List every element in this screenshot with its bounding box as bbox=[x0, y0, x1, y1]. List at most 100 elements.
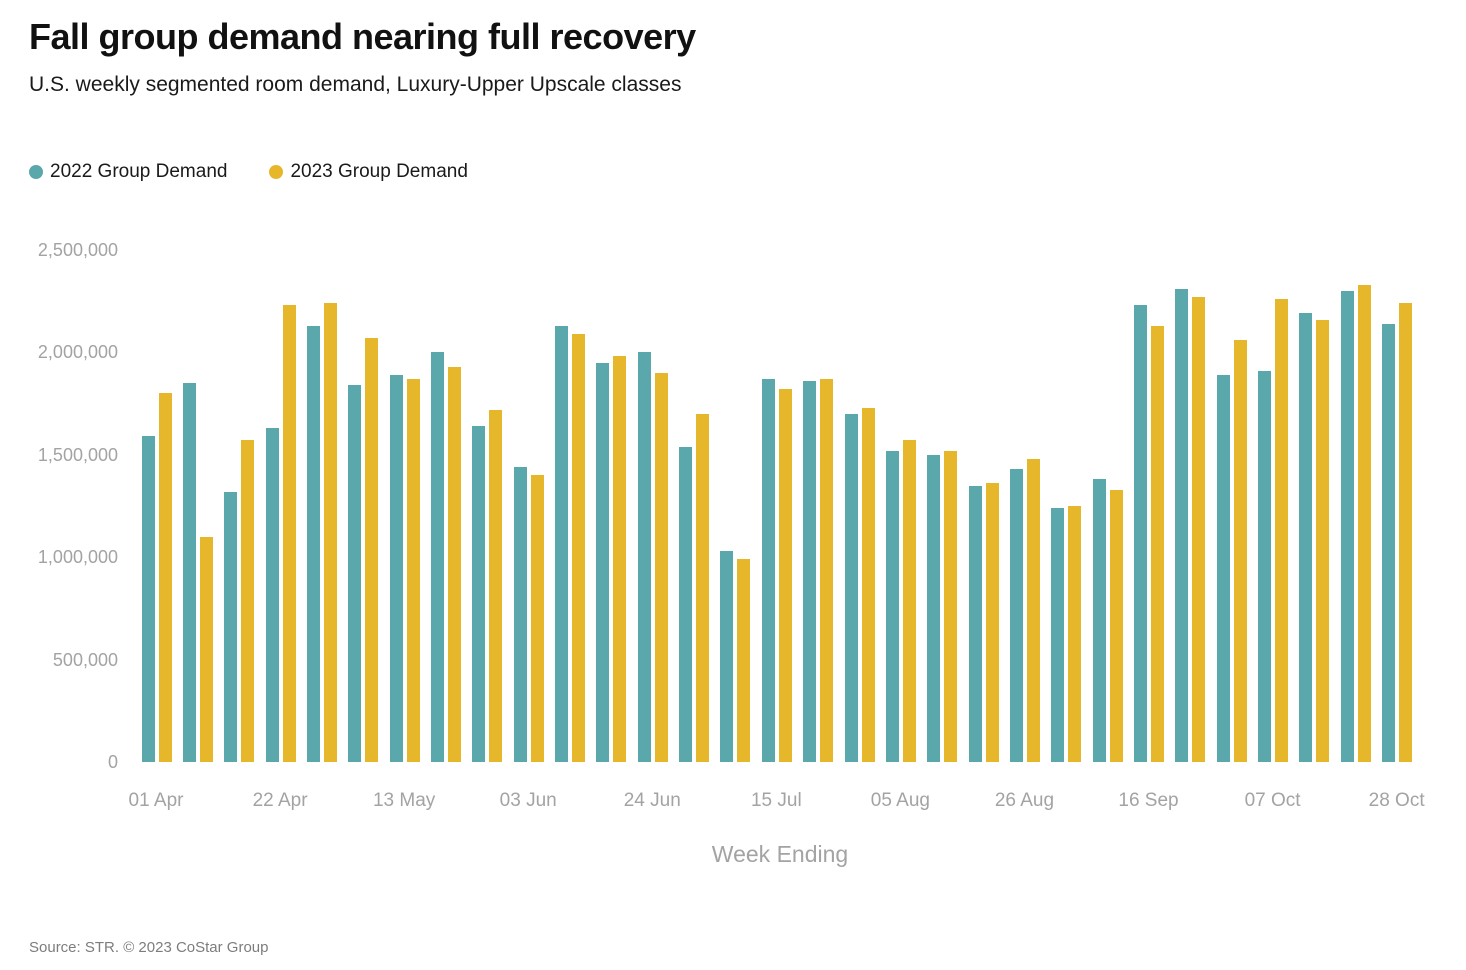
x-axis-title: Week Ending bbox=[711, 841, 849, 867]
bar-2023 bbox=[778, 389, 792, 762]
bar-group bbox=[679, 250, 710, 762]
bar-2022 bbox=[1134, 305, 1148, 762]
bar-2022 bbox=[927, 455, 941, 762]
legend-item-2022: 2022 Group Demand bbox=[29, 161, 227, 183]
bar-2023 bbox=[1151, 326, 1165, 762]
y-axis-label: 1,000,000 bbox=[37, 547, 118, 568]
bar-2023 bbox=[158, 393, 172, 762]
bar-2022 bbox=[1258, 371, 1272, 762]
bar-2023 bbox=[447, 367, 461, 762]
bar-group bbox=[720, 250, 751, 762]
bar-2022 bbox=[555, 326, 569, 762]
x-axis-label: 15 Jul bbox=[750, 790, 802, 811]
bar-2022 bbox=[968, 486, 982, 762]
bar-2023 bbox=[1275, 299, 1289, 762]
bar-2022 bbox=[596, 363, 610, 762]
bar-2022 bbox=[1051, 508, 1065, 762]
bar-2022 bbox=[885, 451, 899, 762]
bar-2023 bbox=[1068, 506, 1082, 762]
bar-group bbox=[182, 250, 213, 762]
bar-2022 bbox=[265, 428, 279, 762]
bar-2022 bbox=[430, 352, 444, 762]
plot-area bbox=[140, 250, 1422, 762]
legend-dot-2022-icon bbox=[29, 165, 43, 179]
bar-group bbox=[1216, 250, 1247, 762]
y-axis-label: 500,000 bbox=[52, 649, 118, 670]
bar-2022 bbox=[141, 436, 155, 762]
bar-2022 bbox=[182, 383, 196, 762]
bar-2023 bbox=[1399, 303, 1413, 762]
bar-2023 bbox=[985, 483, 999, 762]
bar-2023 bbox=[572, 334, 586, 762]
chart-title: Fall group demand nearing full recovery bbox=[29, 16, 696, 57]
legend-label-2022: 2022 Group Demand bbox=[50, 161, 228, 182]
bar-2023 bbox=[944, 451, 958, 762]
y-axis-label: 1,500,000 bbox=[37, 444, 118, 465]
x-axis-label: 03 Jun bbox=[499, 790, 557, 811]
bar-group bbox=[1009, 250, 1040, 762]
bar-2022 bbox=[1216, 375, 1230, 762]
legend-item-2023: 2023 Group Demand bbox=[269, 161, 468, 183]
source-attribution: Source: STR. © 2023 CoStar Group bbox=[29, 939, 269, 956]
bar-2022 bbox=[1299, 313, 1313, 762]
bar-group bbox=[968, 250, 999, 762]
bar-2022 bbox=[720, 551, 734, 762]
bar-2023 bbox=[530, 475, 544, 762]
bar-2023 bbox=[406, 379, 420, 762]
bar-2022 bbox=[803, 381, 817, 762]
bar-2023 bbox=[696, 414, 710, 762]
x-axis-label: 28 Oct bbox=[1368, 790, 1425, 811]
bar-2022 bbox=[1009, 469, 1023, 762]
bar-2022 bbox=[348, 385, 362, 762]
y-axis-label: 2,500,000 bbox=[37, 240, 118, 260]
bar-group bbox=[224, 250, 255, 762]
x-axis-label: 01 Apr bbox=[128, 790, 184, 811]
bar-group bbox=[472, 250, 503, 762]
y-axis-label: 2,000,000 bbox=[37, 342, 118, 363]
x-axis-label: 22 Apr bbox=[252, 790, 308, 811]
bar-2023 bbox=[613, 356, 627, 762]
bar-2023 bbox=[1357, 285, 1371, 762]
y-axis: 0 500,000 1,000,000 1,500,000 2,000,000 2,500… bbox=[0, 0, 118, 970]
bar-2023 bbox=[1026, 459, 1040, 762]
bar-group bbox=[306, 250, 337, 762]
bar-2022 bbox=[1382, 324, 1396, 762]
x-axis-label: 07 Oct bbox=[1244, 790, 1301, 811]
bar-group bbox=[265, 250, 296, 762]
bar-2023 bbox=[861, 408, 875, 762]
bar-2023 bbox=[1192, 297, 1206, 762]
bar-2023 bbox=[199, 537, 213, 762]
bar-2023 bbox=[820, 379, 834, 762]
bar-group bbox=[1340, 250, 1371, 762]
legend-label-2023: 2023 Group Demand bbox=[290, 161, 468, 182]
bar-group bbox=[596, 250, 627, 762]
bar-2022 bbox=[224, 492, 238, 762]
bar-2022 bbox=[1175, 289, 1189, 762]
bar-group bbox=[389, 250, 420, 762]
bar-group bbox=[1175, 250, 1206, 762]
bar-2023 bbox=[282, 305, 296, 762]
bar-2022 bbox=[472, 426, 486, 762]
bar-2023 bbox=[902, 440, 916, 762]
x-axis-label: 13 May bbox=[372, 790, 436, 811]
bar-2023 bbox=[1233, 340, 1247, 762]
bar-2022 bbox=[844, 414, 858, 762]
bar-group bbox=[637, 250, 668, 762]
bar-group bbox=[1258, 250, 1289, 762]
x-axis-label: 05 Aug bbox=[870, 790, 930, 811]
bar-2022 bbox=[389, 375, 403, 762]
x-axis-label: 26 Aug bbox=[994, 790, 1055, 811]
bar-2023 bbox=[1109, 490, 1123, 762]
bar-2022 bbox=[306, 326, 320, 762]
bar-2023 bbox=[489, 410, 503, 762]
bar-group bbox=[927, 250, 958, 762]
bar-2023 bbox=[1316, 320, 1330, 762]
bar-group bbox=[885, 250, 916, 762]
x-axis-label: 16 Sep bbox=[1118, 790, 1179, 811]
bar-2023 bbox=[737, 559, 751, 762]
bar-group bbox=[1092, 250, 1123, 762]
bar-group bbox=[761, 250, 792, 762]
legend-dot-2023-icon bbox=[269, 165, 284, 179]
bar-2023 bbox=[241, 440, 255, 762]
bar-2023 bbox=[323, 303, 337, 762]
